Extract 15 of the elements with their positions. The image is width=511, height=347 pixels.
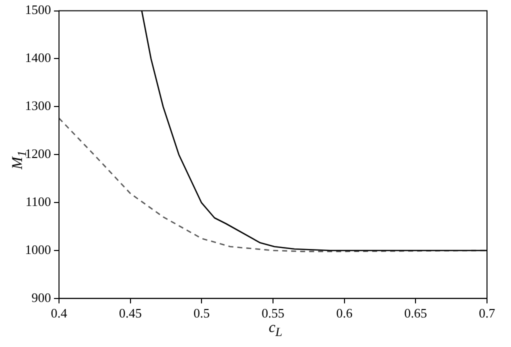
x-tick-label: 0.4 (50, 306, 68, 321)
x-tick-label: 0.45 (118, 306, 142, 321)
y-tick-label: 1200 (25, 146, 51, 162)
y-tick-label: 1500 (25, 2, 51, 18)
y-tick-label: 1400 (25, 50, 51, 66)
y-tick-label: 1100 (25, 194, 51, 209)
x-tick-label: 0.5 (194, 306, 210, 321)
x-axis-title: c$_{L}$ (268, 320, 284, 340)
y-tick-label: 1300 (25, 98, 51, 114)
y-tick-label: 1000 (25, 242, 51, 257)
x-tick-label: 0.7 (478, 306, 496, 321)
x-tick-label: 0.65 (404, 306, 428, 321)
y-tick-label: 900 (32, 290, 51, 305)
x-tick-label: 0.55 (262, 306, 284, 321)
x-tick-label: 0.6 (336, 306, 353, 321)
